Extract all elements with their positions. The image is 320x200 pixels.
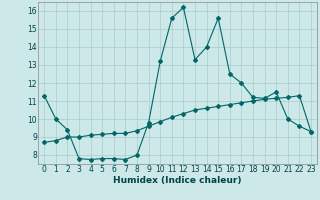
X-axis label: Humidex (Indice chaleur): Humidex (Indice chaleur) — [113, 176, 242, 185]
